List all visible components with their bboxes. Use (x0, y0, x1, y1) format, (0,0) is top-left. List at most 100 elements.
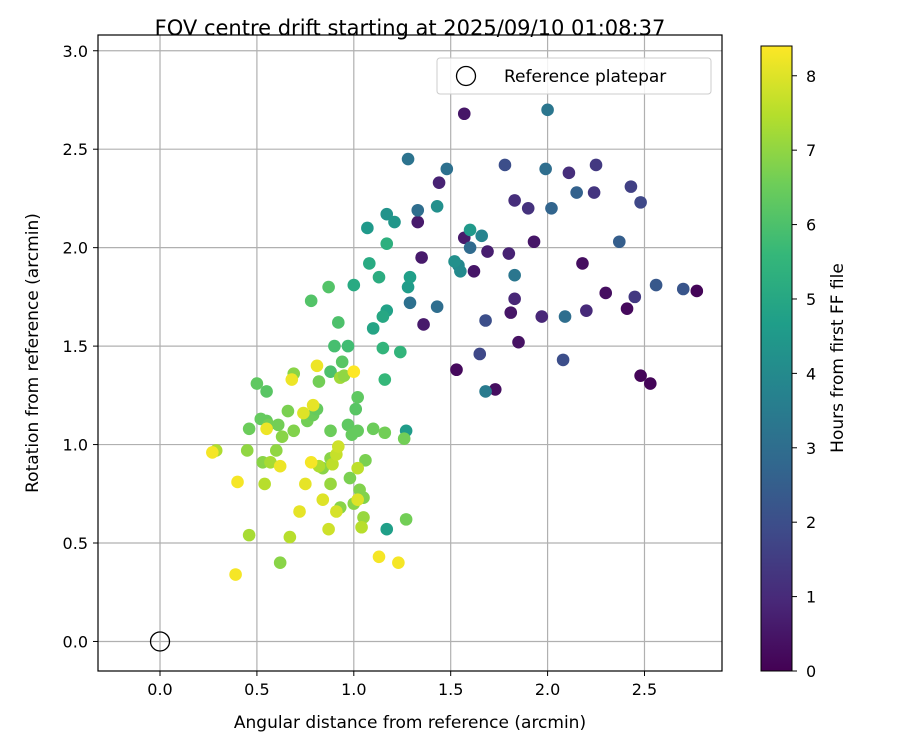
y-tick-label: 0.0 (63, 632, 88, 651)
scatter-point (690, 284, 704, 298)
scatter-point (264, 455, 277, 469)
scatter-point (341, 418, 355, 432)
scatter-point (269, 444, 283, 457)
colorbar-gradient (760, 45, 793, 672)
colorbar-tick-label: 4 (806, 364, 816, 383)
y-tick-label: 0.5 (63, 534, 88, 553)
scatter-point (599, 286, 613, 300)
scatter-point (401, 280, 415, 294)
x-tick-label: 2.0 (535, 680, 560, 699)
scatter-point (380, 237, 394, 251)
scatter-point (355, 520, 368, 534)
scatter-point (349, 402, 363, 416)
scatter-point (376, 310, 390, 323)
x-axis-label: Angular distance from reference (arcmin) (234, 713, 586, 733)
scatter-point (508, 268, 521, 282)
scatter-point (624, 180, 638, 193)
scatter-point (380, 207, 394, 221)
scatter-point (403, 270, 417, 284)
scatter-point (357, 511, 370, 524)
scatter-point (576, 257, 589, 270)
scatter-point (457, 107, 471, 121)
scatter-point (331, 316, 345, 329)
scatter-point (562, 166, 576, 180)
chart-title: FOV centre drift starting at 2025/09/10 … (155, 16, 666, 40)
scatter-point (240, 444, 254, 457)
scatter-point (620, 302, 634, 315)
scatter-point (634, 369, 647, 382)
scatter-point (306, 398, 320, 412)
scatter-point (725, 324, 738, 337)
reference-platepar-marker (149, 631, 171, 652)
scatter-point (539, 162, 552, 176)
x-tick-label: 1.5 (438, 680, 463, 699)
scatter-point (297, 406, 310, 420)
scatter-point (587, 186, 601, 199)
y-tick-label: 1.0 (63, 436, 88, 455)
scatter-point (612, 235, 626, 249)
scatter-point (347, 365, 361, 379)
scatter-point (299, 477, 312, 491)
scatter-point (508, 194, 521, 207)
colorbar-label: Hours from first FF file (828, 263, 848, 453)
y-tick-label: 3.0 (63, 42, 88, 61)
scatter-point (372, 270, 386, 284)
scatter-point (527, 235, 541, 249)
scatter-point (448, 255, 461, 268)
colorbar-tick-label: 0 (806, 662, 816, 681)
scatter-point (258, 477, 271, 491)
legend-label: Reference platepar (504, 67, 666, 87)
y-axis-label: Rotation from reference (arcmin) (23, 213, 43, 493)
scatter-point (432, 176, 446, 189)
scatter-point (454, 264, 467, 278)
scatter-point (508, 292, 521, 306)
y-tick-label: 2.0 (63, 239, 88, 258)
scatter-point (403, 296, 417, 310)
scatter-point (394, 345, 407, 359)
scatter-point (504, 306, 518, 319)
scatter-point (330, 505, 343, 518)
scatter-point (316, 493, 330, 506)
scatter-point (312, 375, 326, 388)
scatter-point (283, 530, 297, 544)
scatter-point (285, 373, 299, 386)
scatter-point (337, 369, 351, 382)
scatter-point (372, 550, 386, 564)
scatter-point (676, 282, 690, 296)
scatter-point (341, 339, 355, 353)
legend: Reference platepar (436, 57, 712, 95)
colorbar-tick-label: 2 (806, 513, 816, 532)
scatter-point (541, 103, 554, 117)
scatter-point (304, 294, 318, 308)
scatter-point (545, 201, 558, 215)
colorbar-ticks: 0 1 2 3 4 5 6 7 8 (792, 67, 816, 681)
scatter-point (366, 422, 380, 436)
scatter-point (322, 280, 335, 294)
scatter-point (521, 201, 535, 215)
scatter-point (275, 430, 289, 443)
scatter-point (512, 335, 525, 349)
scatter-point (324, 365, 337, 379)
scatter-point (473, 347, 487, 361)
scatter-point (440, 162, 454, 176)
scatter-point (388, 215, 401, 229)
scatter-point (649, 278, 663, 292)
scatter-point (417, 318, 430, 331)
scatter-point (463, 241, 477, 254)
scatter-point (343, 471, 357, 485)
scatter-point (206, 446, 219, 459)
colorbar-tick-label: 8 (806, 67, 816, 86)
x-tick-label: 1.0 (341, 680, 366, 699)
scatter-point (475, 229, 489, 243)
scatter-point (271, 418, 285, 432)
scatter-point (231, 475, 244, 489)
scatter-point (628, 290, 642, 304)
scatter-point (273, 459, 287, 473)
scatter-point (401, 152, 415, 166)
colorbar: 0 1 2 3 4 5 6 7 8 Hours from first FF file (760, 45, 848, 681)
scatter-point (411, 215, 425, 229)
scatter-point (430, 200, 444, 213)
scatter-point (366, 322, 380, 335)
x-tick-label: 0.0 (147, 680, 172, 699)
